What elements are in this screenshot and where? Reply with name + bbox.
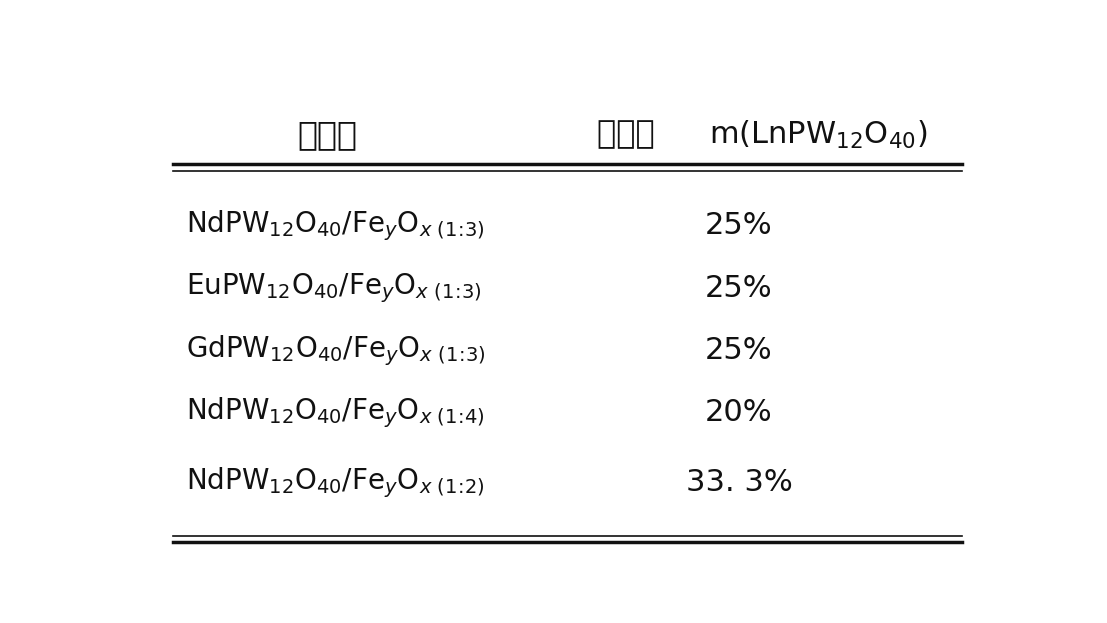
- Text: EuPW$_{12}$O$_{40}$/Fe$_{y}$O$_{x\ (1\!:\!3)}$: EuPW$_{12}$O$_{40}$/Fe$_{y}$O$_{x\ (1\!:…: [186, 272, 482, 305]
- Text: 33. 3%: 33. 3%: [685, 468, 793, 497]
- Text: GdPW$_{12}$O$_{40}$/Fe$_{y}$O$_{x\ (1\!:\!3)}$: GdPW$_{12}$O$_{40}$/Fe$_{y}$O$_{x\ (1\!:…: [186, 333, 485, 368]
- Text: 25%: 25%: [705, 273, 773, 303]
- Text: 20%: 20%: [705, 399, 773, 427]
- Text: 掺杂量: 掺杂量: [598, 119, 665, 150]
- Text: m(LnPW$_{12}$O$_{40}$): m(LnPW$_{12}$O$_{40}$): [708, 118, 928, 151]
- Text: 25%: 25%: [705, 211, 773, 240]
- Text: 25%: 25%: [705, 336, 773, 365]
- Text: NdPW$_{12}$O$_{40}$/Fe$_{y}$O$_{x\ (1\!:\!2)}$: NdPW$_{12}$O$_{40}$/Fe$_{y}$O$_{x\ (1\!:…: [186, 465, 485, 500]
- Text: NdPW$_{12}$O$_{40}$/Fe$_{y}$O$_{x\ (1\!:\!3)}$: NdPW$_{12}$O$_{40}$/Fe$_{y}$O$_{x\ (1\!:…: [186, 209, 485, 243]
- Text: NdPW$_{12}$O$_{40}$/Fe$_{y}$O$_{x\ (1\!:\!4)}$: NdPW$_{12}$O$_{40}$/Fe$_{y}$O$_{x\ (1\!:…: [186, 396, 485, 430]
- Text: 催化剂: 催化剂: [297, 118, 358, 151]
